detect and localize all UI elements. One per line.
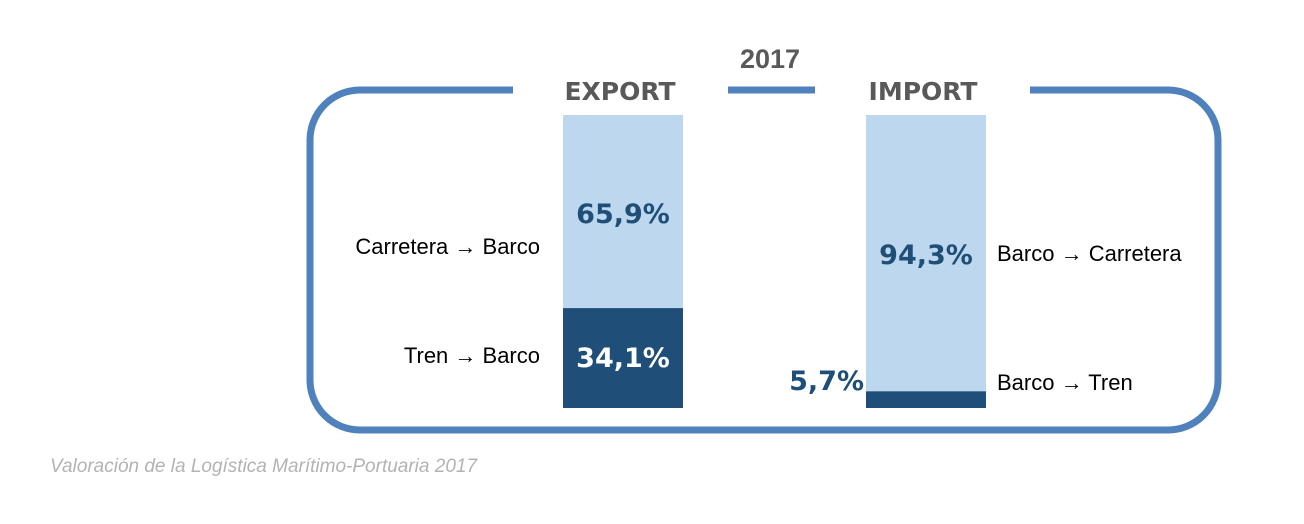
data-label: 34,1% — [576, 343, 670, 374]
data-label: 94,3% — [879, 240, 973, 271]
bar-segment-import-bottom — [866, 391, 986, 408]
chart-title: 2017 — [740, 44, 800, 74]
caption: Valoración de la Logística Marítimo-Port… — [50, 456, 478, 477]
segment-label: Tren → Barco — [404, 343, 540, 368]
frame-gap-import — [815, 80, 1030, 100]
segment-label: Barco → Carretera — [997, 241, 1182, 266]
bar-segment-import-top — [866, 115, 986, 392]
data-label: 5,7% — [789, 366, 864, 397]
segment-label: Carretera → Barco — [355, 234, 540, 259]
frame-gap-export — [513, 80, 728, 100]
heading-import: IMPORT — [869, 77, 978, 106]
data-label: 65,9% — [576, 199, 670, 230]
heading-export: EXPORT — [564, 77, 675, 106]
bar-segment-export-bottom — [563, 308, 683, 408]
frame — [306, 86, 1222, 434]
bar-segment-export-top — [563, 115, 683, 309]
segment-label: Barco → Tren — [997, 370, 1133, 395]
